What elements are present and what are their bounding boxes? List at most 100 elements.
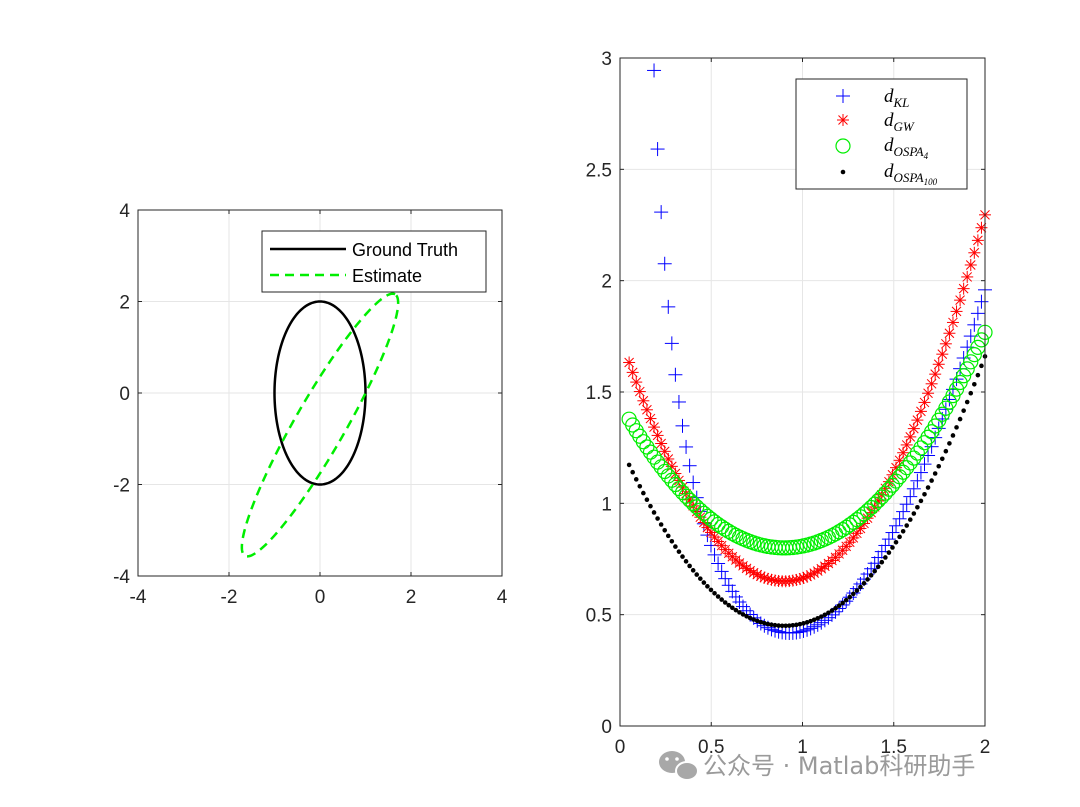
point-dot	[762, 620, 767, 626]
legend-label-dgw-main: d	[884, 110, 894, 131]
point-dot	[915, 505, 920, 510]
point-dot	[790, 623, 796, 628]
point-dot	[687, 563, 692, 569]
left-xtick-label: 0	[315, 587, 326, 608]
point-star	[950, 305, 963, 318]
left-ytick-label: 2	[119, 293, 130, 314]
point-dot	[644, 497, 650, 503]
point-dot	[843, 597, 849, 603]
point-circle	[728, 527, 744, 543]
point-dot	[715, 594, 721, 599]
point-dot	[701, 580, 707, 585]
estimate-ellipse	[240, 292, 400, 558]
point-dot	[722, 600, 728, 605]
point-dot	[648, 503, 653, 509]
point-dot	[836, 603, 842, 608]
point-dot	[829, 608, 835, 613]
right-xtick-label: 2	[980, 737, 991, 758]
point-circle	[902, 455, 918, 471]
point-dot	[815, 616, 821, 621]
right-ytick-label: 2	[601, 272, 612, 293]
point-star	[964, 258, 977, 271]
right-xtick-label: 0	[615, 737, 626, 758]
point-dot	[630, 469, 635, 475]
point-star	[943, 327, 956, 340]
legend-label-dospa100-sub: OSPA	[894, 170, 924, 185]
point-dot	[925, 485, 931, 490]
watermark: 公众号 · Matlab科研助手	[659, 751, 975, 781]
left-ytick-label: -2	[113, 476, 130, 497]
point-star	[815, 562, 828, 575]
point-dot	[786, 623, 792, 628]
point-dot	[861, 580, 867, 586]
point-dot	[754, 618, 760, 624]
wechat-icon	[659, 751, 699, 781]
point-dot	[893, 539, 899, 545]
point-plus	[871, 550, 886, 565]
point-star	[655, 437, 668, 450]
point-plus	[974, 294, 989, 309]
point-circle	[963, 354, 979, 370]
left-xtick-label: -4	[130, 587, 147, 608]
right-xtick-label: 1.5	[881, 737, 907, 758]
point-star	[637, 394, 650, 407]
point-dot	[776, 623, 781, 628]
point-dot	[811, 617, 817, 623]
right-ytick-label: 0.5	[586, 606, 612, 627]
point-plus	[867, 556, 882, 571]
point-circle	[639, 439, 655, 455]
point-dot	[683, 559, 689, 564]
point-circle	[966, 347, 982, 363]
point-plus	[657, 256, 672, 271]
point-star	[911, 414, 924, 427]
right-xtick-label: 0.5	[698, 737, 724, 758]
point-star	[936, 348, 949, 361]
point-plus	[682, 458, 697, 473]
left-legend: Ground Truth Estimate	[261, 230, 487, 293]
point-dot	[637, 484, 643, 489]
point-plus	[718, 571, 733, 586]
right-xtick-label: 1	[797, 737, 808, 758]
point-dot	[747, 615, 753, 621]
point-dot	[950, 433, 956, 438]
point-dot	[975, 372, 981, 378]
point-dot	[858, 584, 863, 590]
point-circle	[642, 444, 659, 460]
point-plus	[892, 511, 907, 526]
point-star	[914, 405, 927, 418]
point-dot	[947, 441, 952, 446]
point-dot	[868, 573, 874, 578]
legend-label-dgw: dGW	[884, 110, 915, 134]
point-plus	[675, 418, 690, 433]
point-star	[630, 376, 643, 389]
right-ytick-label: 1	[601, 494, 612, 515]
point-dot	[712, 591, 717, 596]
point-star	[946, 316, 959, 329]
point-plus	[725, 584, 740, 599]
point-circle	[956, 368, 972, 384]
point-dot	[918, 498, 924, 504]
point-dot	[698, 576, 703, 581]
point-plus	[885, 525, 900, 540]
point-plus	[913, 465, 928, 480]
point-star	[922, 387, 935, 400]
point-plus	[686, 475, 701, 490]
point-dot	[886, 550, 892, 555]
point-dot	[872, 568, 877, 574]
point-star	[683, 493, 696, 506]
point-dot	[897, 534, 902, 540]
point-plus	[650, 142, 665, 157]
point-plus	[647, 63, 662, 78]
point-plus	[736, 599, 751, 614]
point-dot	[808, 618, 813, 624]
point-star	[918, 396, 931, 409]
point-plus	[910, 473, 925, 488]
point-dot	[822, 612, 828, 618]
point-star	[633, 385, 646, 398]
point-circle	[913, 440, 929, 456]
point-dot	[964, 399, 970, 405]
point-dot	[730, 605, 735, 611]
point-dot	[890, 545, 895, 550]
legend-marker-star	[837, 114, 849, 126]
